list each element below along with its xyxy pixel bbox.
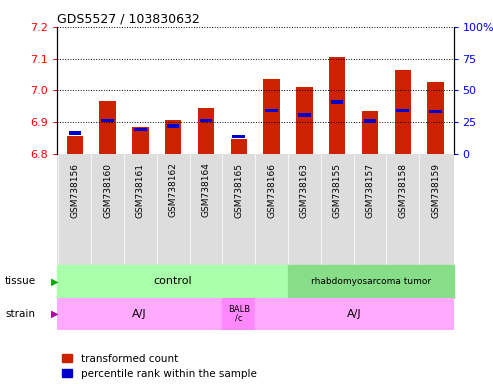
Text: A/J: A/J (132, 309, 147, 319)
Text: GSM738155: GSM738155 (333, 162, 342, 217)
Text: GSM738162: GSM738162 (169, 162, 177, 217)
Legend: transformed count, percentile rank within the sample: transformed count, percentile rank withi… (62, 354, 256, 379)
Bar (265, 109, 278, 113)
Text: GSM738158: GSM738158 (398, 162, 407, 217)
Bar (288, 265, 454, 298)
Bar (396, 109, 409, 113)
Text: A/J: A/J (347, 309, 362, 319)
Bar (69, 131, 81, 134)
Bar (364, 119, 376, 122)
Text: GSM738157: GSM738157 (365, 162, 374, 217)
Text: ▶: ▶ (51, 309, 58, 319)
Text: GSM738159: GSM738159 (431, 162, 440, 217)
Bar (394, 70, 411, 154)
Bar (167, 124, 179, 127)
Text: control: control (153, 276, 192, 286)
Bar (427, 82, 444, 154)
Bar (298, 113, 311, 116)
Bar (67, 136, 83, 154)
Bar (255, 298, 454, 330)
Bar (233, 134, 245, 138)
Text: rhabdomyosarcoma tumor: rhabdomyosarcoma tumor (311, 277, 431, 286)
Text: GSM738164: GSM738164 (202, 162, 211, 217)
Bar (362, 111, 378, 154)
Text: GDS5527 / 103830632: GDS5527 / 103830632 (57, 13, 200, 26)
Bar (134, 128, 146, 131)
Bar (222, 298, 255, 330)
Bar (198, 108, 214, 154)
Text: GSM738163: GSM738163 (300, 162, 309, 217)
Text: strain: strain (5, 309, 35, 319)
Text: GSM738156: GSM738156 (70, 162, 79, 217)
Text: GSM738160: GSM738160 (103, 162, 112, 217)
Bar (57, 298, 222, 330)
Bar (331, 100, 343, 104)
Bar (263, 79, 280, 154)
Bar (132, 127, 148, 154)
Text: GSM738166: GSM738166 (267, 162, 276, 217)
Text: GSM738165: GSM738165 (234, 162, 243, 217)
Bar (296, 87, 313, 154)
Bar (200, 119, 212, 122)
Text: ▶: ▶ (51, 276, 58, 286)
Bar (429, 110, 442, 113)
Text: tissue: tissue (5, 276, 36, 286)
Bar (101, 119, 114, 122)
Bar (99, 101, 116, 154)
Bar (231, 139, 247, 154)
Bar (329, 57, 345, 154)
Bar (165, 120, 181, 154)
Bar (57, 265, 288, 298)
Text: BALB
/c: BALB /c (228, 305, 250, 323)
Text: GSM738161: GSM738161 (136, 162, 145, 217)
